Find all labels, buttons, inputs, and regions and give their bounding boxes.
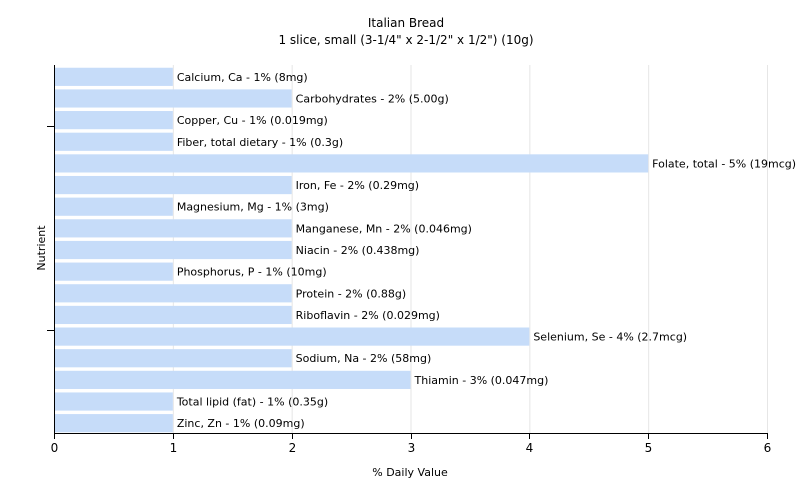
- bar-data-label: Riboflavin - 2% (0.029mg): [296, 309, 440, 322]
- bar-data-label: Selenium, Se - 4% (2.7mcg): [533, 331, 687, 344]
- bar: [55, 305, 292, 325]
- y-axis-label: Nutrient: [35, 225, 48, 271]
- x-axis-label: % Daily Value: [372, 466, 448, 479]
- bar: [55, 175, 292, 195]
- x-tick-label: 1: [170, 441, 178, 455]
- bar-data-label: Protein - 2% (0.88g): [296, 287, 407, 300]
- bar-data-label: Copper, Cu - 1% (0.019mg): [177, 114, 328, 127]
- x-tick-label: 6: [764, 441, 772, 455]
- bar-data-label: Sodium, Na - 2% (58mg): [296, 352, 432, 365]
- bar-data-label: Magnesium, Mg - 1% (3mg): [177, 201, 329, 214]
- bar: [55, 89, 292, 108]
- bar-data-label: Carbohydrates - 2% (5.00g): [296, 92, 449, 105]
- bar-data-label: Fiber, total dietary - 1% (0.3g): [177, 136, 343, 149]
- bar: [55, 284, 292, 303]
- bar-data-label: Phosphorus, P - 1% (10mg): [177, 266, 327, 279]
- chart-title: Italian Bread: [368, 16, 444, 30]
- bar: [55, 240, 292, 260]
- bar: [55, 414, 173, 433]
- bar: [55, 370, 411, 389]
- x-tick-label: 4: [526, 441, 534, 455]
- bar: [55, 392, 173, 411]
- chart-subtitle: 1 slice, small (3-1/4" x 2-1/2" x 1/2") …: [278, 33, 533, 47]
- bar: [55, 154, 649, 173]
- x-tick-label: 5: [645, 441, 653, 455]
- bar-data-label: Manganese, Mn - 2% (0.046mg): [296, 222, 472, 235]
- bar: [55, 67, 173, 86]
- bar: [55, 327, 530, 346]
- bar: [55, 349, 292, 368]
- bar-data-label: Zinc, Zn - 1% (0.09mg): [177, 417, 305, 430]
- bar: [55, 132, 173, 151]
- bars: Calcium, Ca - 1% (8mg) Carbohydrates - 2%…: [55, 67, 796, 433]
- x-tick-label: 3: [408, 441, 416, 455]
- bar-data-label: Folate, total - 5% (19mcg): [652, 157, 796, 170]
- x-tick-label: 0: [51, 441, 59, 455]
- bar-data-label: Calcium, Ca - 1% (8mg): [177, 71, 308, 84]
- bar: [55, 219, 292, 238]
- bar-data-label: Niacin - 2% (0.438mg): [296, 244, 420, 257]
- bar-data-label: Iron, Fe - 2% (0.29mg): [296, 179, 419, 192]
- x-tick-label: 2: [289, 441, 297, 455]
- bar-data-label: Total lipid (fat) - 1% (0.35g): [176, 396, 328, 409]
- bar: [55, 262, 173, 281]
- axes: 0 1 2 3 4 5 6: [47, 65, 771, 455]
- bar: [55, 111, 173, 130]
- bar-data-label: Thiamin - 3% (0.047mg): [414, 374, 549, 387]
- bar: [55, 197, 173, 216]
